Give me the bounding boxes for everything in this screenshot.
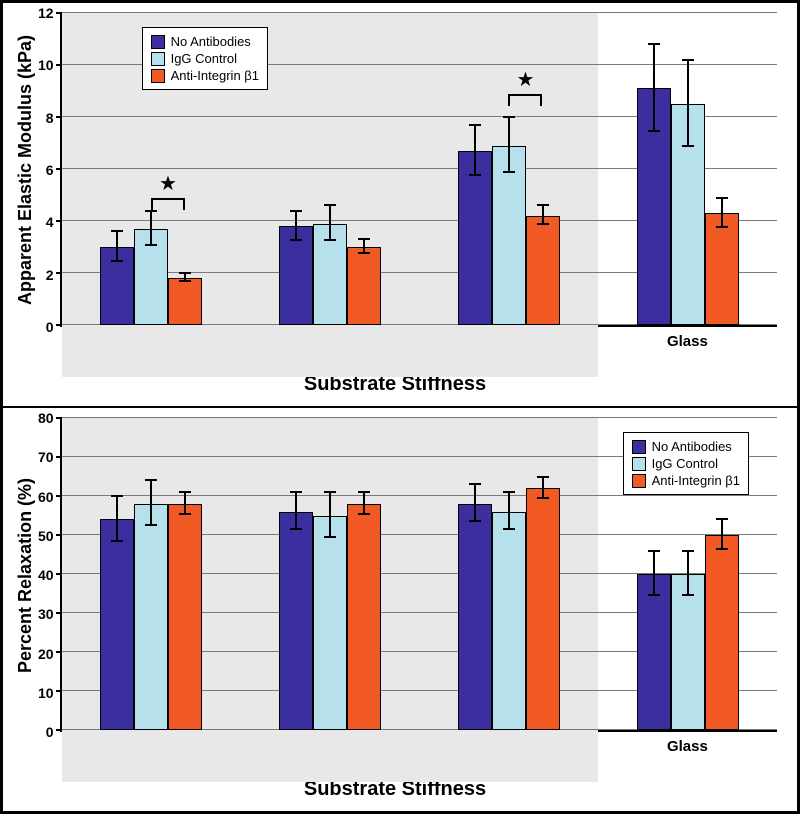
panel-a-legend: No Antibodies IgG Control Anti-Integrin β1 [142,27,268,90]
bar-anti_integrin [526,216,560,325]
bar-anti_integrin [347,247,381,325]
panel-b-plot-area: No Antibodies IgG Control Anti-Integrin β1 [60,418,777,732]
bar-anti_integrin [347,504,381,730]
bar-anti_integrin [168,504,202,730]
panel-b-y-label: Percent Relaxation (%) [13,418,38,732]
bar-group [240,418,419,730]
panel-a-chart: Apparent Elastic Modulus (kPa) 121086420… [13,13,777,327]
bar-no_antibodies [100,519,134,730]
panel-a-plot-area: No Antibodies IgG Control Anti-Integrin β1… [60,13,777,327]
bar-igg_control [671,104,705,325]
legend-swatch [632,440,646,454]
bar-igg_control [492,146,526,325]
bar-anti_integrin [168,278,202,325]
bar-no_antibodies [637,88,671,325]
bar-igg_control [134,504,168,730]
bar-group [62,418,241,730]
bar-igg_control [671,574,705,730]
legend-item: IgG Control [151,51,259,66]
bar-igg_control [134,229,168,325]
x-category-label: Glass [598,327,777,350]
bar-anti_integrin [526,488,560,730]
bar-no_antibodies [100,247,134,325]
panel-a: (a) Apparent Elastic Modulus (kPa) 12108… [3,3,797,408]
legend-label: Anti-Integrin β1 [171,68,259,83]
legend-item: No Antibodies [632,439,740,454]
bar-group [419,13,598,325]
legend-item: IgG Control [632,456,740,471]
bar-no_antibodies [279,226,313,325]
significance-bracket [508,94,542,96]
x-category-label: Glass [598,732,777,755]
legend-swatch [151,35,165,49]
figure-container: (a) Apparent Elastic Modulus (kPa) 12108… [0,0,800,814]
panel-b-legend: No Antibodies IgG Control Anti-Integrin β1 [623,432,749,495]
bar-igg_control [492,512,526,730]
bar-group [419,418,598,730]
legend-swatch [632,457,646,471]
panel-b: (b) Percent Relaxation (%) 8070605040302… [3,408,797,811]
legend-swatch [632,474,646,488]
bar-no_antibodies [458,151,492,325]
legend-label: IgG Control [652,456,718,471]
legend-item: No Antibodies [151,34,259,49]
bar-igg_control [313,516,347,731]
legend-item: Anti-Integrin β1 [632,473,740,488]
legend-label: No Antibodies [652,439,732,454]
legend-swatch [151,52,165,66]
bar-no_antibodies [279,512,313,730]
legend-label: Anti-Integrin β1 [652,473,740,488]
legend-swatch [151,69,165,83]
legend-item: Anti-Integrin β1 [151,68,259,83]
legend-label: No Antibodies [171,34,251,49]
bar-anti_integrin [705,213,739,325]
panel-b-y-axis: 80706050403020100 [38,418,60,732]
panel-b-chart: Percent Relaxation (%) 80706050403020100… [13,418,777,732]
legend-label: IgG Control [171,51,237,66]
significance-star-icon: ★ [159,171,177,196]
panel-a-y-label: Apparent Elastic Modulus (kPa) [13,13,38,327]
bar-igg_control [313,224,347,325]
bar-anti_integrin [705,535,739,730]
panel-a-y-axis: 121086420 [38,13,60,327]
bar-no_antibodies [458,504,492,730]
significance-bracket [151,198,185,200]
bar-no_antibodies [637,574,671,730]
bar-group [598,13,777,325]
significance-star-icon: ★ [516,67,534,92]
